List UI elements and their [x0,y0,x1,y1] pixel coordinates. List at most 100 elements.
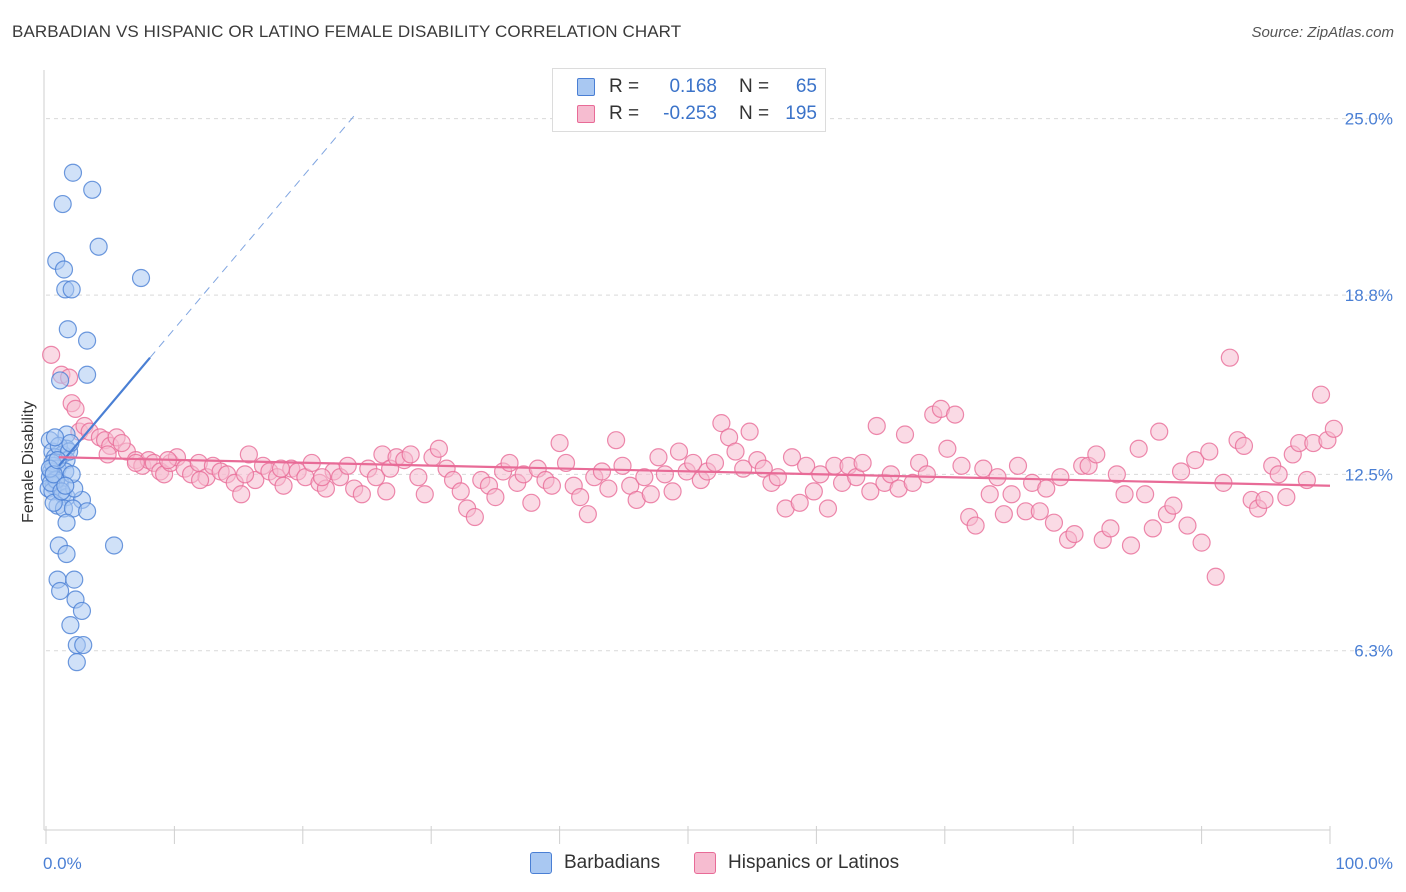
barbadian-point [56,476,75,495]
legend-swatch-blue [530,852,552,874]
hispanic-point [112,433,131,453]
hispanic-point [1255,490,1274,510]
legend-swatch-pink [694,852,716,874]
hispanic-point [705,453,725,473]
hispanic-point [377,482,396,501]
legend-item-hispanics[interactable]: Hispanics or Latinos [694,852,899,874]
barbadian-point [51,581,70,601]
legend-swatch-pink [577,105,595,123]
hispanic-point [1178,516,1197,535]
legend-item-barbadians[interactable]: Barbadians [530,852,660,874]
y-tick-label: 18.8% [1345,286,1393,305]
hispanic-point [740,422,759,441]
barbadian-point [67,653,86,672]
hispanic-point [542,476,561,495]
legend-row-hispanics: R = -0.253 N = 195 [577,102,817,126]
hispanic-point [635,468,654,487]
legend-item-label: Hispanics or Latinos [728,852,900,873]
hispanic-point [312,468,332,487]
hispanic-point [655,465,674,484]
hispanic-point [726,442,745,461]
hispanic-point [1192,533,1211,552]
barbadian-point [89,237,108,256]
hispanic-point [945,405,965,424]
hispanic-point [1277,488,1296,507]
barbadian-point [62,280,81,299]
hispanic-point [42,345,61,364]
legend-r-label: R = [609,76,640,97]
hispanic-point [1087,445,1106,464]
y-axis-label: Female Disability [20,401,37,523]
hispanic-point [486,488,505,507]
hispanic-point [790,493,809,512]
hispanic-point [1129,439,1148,458]
hispanic-point [465,507,484,527]
barbadian-point [57,513,76,532]
barbadian-point [51,371,70,390]
source-label: Source: ZipAtlas.com [1251,24,1394,41]
barbadian-point [74,635,93,655]
hispanic-point [980,485,999,504]
barbadian-point [104,536,124,555]
hispanic-point [917,465,936,484]
hispanic-point [1206,567,1225,586]
barbadian-point [131,268,151,288]
hispanic-trend-line [58,456,1331,487]
correlation-legend: R = 0.168 N = 65 R = -0.253 N = 195 [552,68,826,132]
hispanic-point [1186,451,1205,470]
legend-r-label: R = [609,103,640,124]
hispanic-point [599,479,618,498]
barbadian-trend-line [57,356,151,467]
hispanic-point [1200,442,1219,461]
legend-item-label: Barbadians [564,852,661,873]
hispanic-point [126,453,145,473]
hispanic-point [232,485,251,504]
barbadian-point [61,433,80,453]
barbadian-point [54,260,74,279]
legend-r-value: -0.253 [663,103,717,124]
hispanic-point [1311,385,1331,404]
hispanic-point [1065,524,1084,544]
legend-n-label: N = [739,103,770,124]
hispanic-point [768,468,787,487]
barbadian-point [58,320,77,339]
hispanic-point [556,453,576,473]
barbadian-point [61,616,80,635]
barbadian-trend-extension [149,115,355,359]
hispanic-point [903,473,922,492]
hispanic-point [500,453,519,473]
hispanic-point [853,453,872,473]
hispanic-point [98,445,117,464]
hispanic-point [938,439,957,458]
hispanic-point [994,505,1013,524]
grid-lines [46,118,1392,652]
hispanic-point [606,431,626,450]
y-tick-label: 12.5% [1345,465,1393,484]
hispanic-point [1051,468,1070,487]
barbadian-point [72,601,92,621]
hispanic-point [1008,456,1028,475]
hispanic-point [352,485,371,504]
legend-n-label: N = [739,76,770,97]
hispanic-point [190,470,210,490]
hispanic-point [1136,485,1155,504]
barbadian-point [48,451,67,470]
chart-title: BARBADIAN VS HISPANIC OR LATINO FEMALE D… [12,22,682,41]
hispanic-point [429,439,449,458]
hispanic-point [649,448,668,467]
hispanic-point [782,448,802,467]
hispanic-point [235,465,255,484]
hispanic-point [239,445,258,464]
x-tick-label-max: 100.0% [1335,854,1393,873]
hispanic-point [1044,513,1064,532]
y-tick-labels: 6.3% 12.5% 18.8% 25.0% [1345,110,1393,661]
hispanic-point [1121,536,1141,555]
hispanic-point [451,482,470,501]
legend-n-value: 195 [785,103,817,124]
hispanic-point [712,414,731,433]
hispanic-point [66,399,85,418]
barbadian-point [57,544,76,564]
hispanic-point [1107,465,1126,484]
hispanic-point [663,482,682,501]
hispanic-point [895,425,915,444]
